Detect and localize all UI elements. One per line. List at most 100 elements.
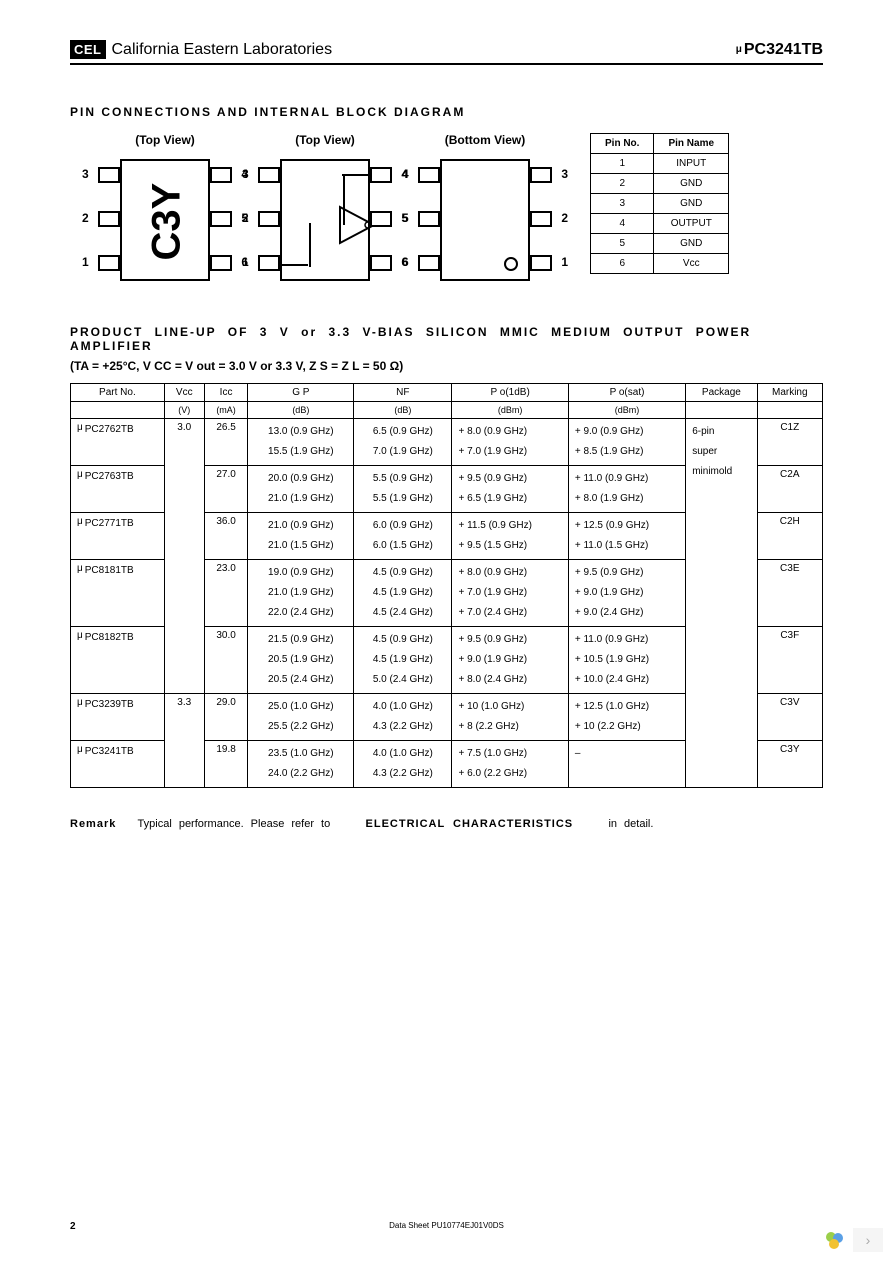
pin-num: 2 <box>82 211 89 225</box>
lineup-p1db-cell: + 11.5 (0.9 GHz) + 9.5 (1.5 GHz) <box>452 513 568 560</box>
section-pin-title: PIN CONNECTIONS AND INTERNAL BLOCK DIAGR… <box>70 105 823 119</box>
lead <box>370 211 392 227</box>
chip-bottomview: (Bottom View) 4 5 6 3 2 1 <box>410 133 560 285</box>
chip-body-2 <box>280 159 370 281</box>
lead <box>98 211 120 227</box>
lineup-p1db-cell: + 7.5 (1.0 GHz) + 6.0 (2.2 GHz) <box>452 741 568 788</box>
lead <box>418 255 440 271</box>
lineup-part-cell: μPC2763TB <box>71 466 165 513</box>
lead <box>370 255 392 271</box>
pin-table-cell: OUTPUT <box>654 214 729 234</box>
pin-table-hdr: Pin Name <box>654 134 729 154</box>
line <box>308 223 312 267</box>
pin-table-hdr: Pin No. <box>591 134 654 154</box>
input-line <box>280 261 374 269</box>
lineup-psat-cell: + 9.0 (0.9 GHz) + 8.5 (1.9 GHz) <box>568 419 685 466</box>
output-line <box>342 171 372 179</box>
lineup-psat-cell: + 11.0 (0.9 GHz) + 10.5 (1.9 GHz) + 10.0… <box>568 627 685 694</box>
lineup-nf-cell: 6.0 (0.9 GHz) 6.0 (1.5 GHz) <box>354 513 452 560</box>
pin-table-cell: 2 <box>591 174 654 194</box>
block-diagram-row: (Top View) C3Y 3 2 1 4 5 6 <box>70 133 823 285</box>
doc-id: Data Sheet PU10774EJ01V0DS <box>70 1221 823 1230</box>
corner-controls: › <box>823 1228 883 1252</box>
lineup-marking-cell: C1Z <box>757 419 822 466</box>
lead <box>530 211 552 227</box>
lineup-icc-cell: 27.0 <box>204 466 248 513</box>
lineup-hdr-cell: NF <box>354 384 452 402</box>
lineup-icc-cell: 36.0 <box>204 513 248 560</box>
lead <box>210 167 232 183</box>
pin-table-cell: 6 <box>591 254 654 274</box>
lineup-nf-cell: 4.5 (0.9 GHz) 4.5 (1.9 GHz) 4.5 (2.4 GHz… <box>354 560 452 627</box>
pin-table-cell: GND <box>654 194 729 214</box>
pin-num: 5 <box>402 211 409 225</box>
pin-table-cell: 4 <box>591 214 654 234</box>
lineup-hdr-cell: P o(1dB) <box>452 384 568 402</box>
lineup-gp-cell: 13.0 (0.9 GHz) 15.5 (1.9 GHz) <box>248 419 354 466</box>
next-page-button[interactable]: › <box>853 1228 883 1252</box>
pin-num: 4 <box>402 167 409 181</box>
pin-num: 1 <box>561 255 568 269</box>
lineup-unit-cell: (dBm) <box>568 402 685 419</box>
lineup-part-cell: μPC2771TB <box>71 513 165 560</box>
lineup-hdr-cell: Icc <box>204 384 248 402</box>
lineup-part-cell: μPC8181TB <box>71 560 165 627</box>
pin-table-cell: GND <box>654 234 729 254</box>
pin-num: 3 <box>242 167 249 181</box>
pin-num: 3 <box>561 167 568 181</box>
remark-label: Remark <box>70 818 116 830</box>
lead <box>98 255 120 271</box>
pin-num: 1 <box>242 255 249 269</box>
company-name: California Eastern Laboratories <box>112 41 333 59</box>
line <box>342 175 346 225</box>
view-label-2: (Top View) <box>295 133 355 147</box>
remark-line: Remark Typical performance. Please refer… <box>70 818 823 830</box>
lineup-unit-cell: (dB) <box>354 402 452 419</box>
lineup-gp-cell: 25.0 (1.0 GHz) 25.5 (2.2 GHz) <box>248 694 354 741</box>
pin-num: 2 <box>242 211 249 225</box>
lineup-nf-cell: 4.0 (1.0 GHz) 4.3 (2.2 GHz) <box>354 694 452 741</box>
lineup-marking-cell: C2A <box>757 466 822 513</box>
cel-logo: CEL <box>70 40 106 59</box>
lineup-gp-cell: 23.5 (1.0 GHz) 24.0 (2.2 GHz) <box>248 741 354 788</box>
lineup-hdr-cell: Vcc <box>164 384 204 402</box>
chip-mark-text: C3Y <box>145 191 190 261</box>
lineup-marking-cell: C3V <box>757 694 822 741</box>
page-footer: 2 Data Sheet PU10774EJ01V0DS <box>70 1221 823 1232</box>
pin-num: 3 <box>82 167 89 181</box>
orientation-dot-icon <box>504 257 518 271</box>
lineup-part-cell: μPC3241TB <box>71 741 165 788</box>
pin-table-cell: 1 <box>591 154 654 174</box>
remark-text1: Typical performance. Please refer to <box>138 818 331 830</box>
lineup-part-cell: μPC8182TB <box>71 627 165 694</box>
lineup-p1db-cell: + 10 (1.0 GHz) + 8 (2.2 GHz) <box>452 694 568 741</box>
lead <box>210 211 232 227</box>
lineup-p1db-cell: + 8.0 (0.9 GHz) + 7.0 (1.9 GHz) <box>452 419 568 466</box>
view-label-1: (Top View) <box>135 133 195 147</box>
part-number-text: PC3241TB <box>744 41 823 58</box>
lineup-part-cell: μPC3239TB <box>71 694 165 741</box>
lineup-hdr-cell: G P <box>248 384 354 402</box>
chip-2: 3 2 1 4 5 6 <box>250 155 400 285</box>
lead <box>98 167 120 183</box>
lineup-hdr-cell: Part No. <box>71 384 165 402</box>
section-lineup-title: PRODUCT LINE-UP OF 3 V or 3.3 V-BIAS SIL… <box>70 325 823 353</box>
pin-table-cell: Vcc <box>654 254 729 274</box>
lineup-gp-cell: 20.0 (0.9 GHz) 21.0 (1.9 GHz) <box>248 466 354 513</box>
lineup-gp-cell: 19.0 (0.9 GHz) 21.0 (1.9 GHz) 22.0 (2.4 … <box>248 560 354 627</box>
lead <box>210 255 232 271</box>
lineup-unit-cell: (dBm) <box>452 402 568 419</box>
header-left: CEL California Eastern Laboratories <box>70 40 332 59</box>
lineup-nf-cell: 4.0 (1.0 GHz) 4.3 (2.2 GHz) <box>354 741 452 788</box>
pin-num: 1 <box>82 255 89 269</box>
lineup-marking-cell: C3F <box>757 627 822 694</box>
lineup-hdr-cell: P o(sat) <box>568 384 685 402</box>
lineup-hdr-cell: Package <box>686 384 757 402</box>
lineup-psat-cell: + 12.5 (1.0 GHz) + 10 (2.2 GHz) <box>568 694 685 741</box>
lead <box>258 255 280 271</box>
mu-prefix-icon: μ <box>736 44 742 55</box>
lineup-p1db-cell: + 8.0 (0.9 GHz) + 7.0 (1.9 GHz) + 7.0 (2… <box>452 560 568 627</box>
lineup-psat-cell: + 12.5 (0.9 GHz) + 11.0 (1.5 GHz) <box>568 513 685 560</box>
lineup-table: Part No.VccIccG PNFP o(1dB)P o(sat)Packa… <box>70 383 823 788</box>
conditions-text: (TA = +25°C, V CC = V out = 3.0 V or 3.3… <box>70 359 823 373</box>
